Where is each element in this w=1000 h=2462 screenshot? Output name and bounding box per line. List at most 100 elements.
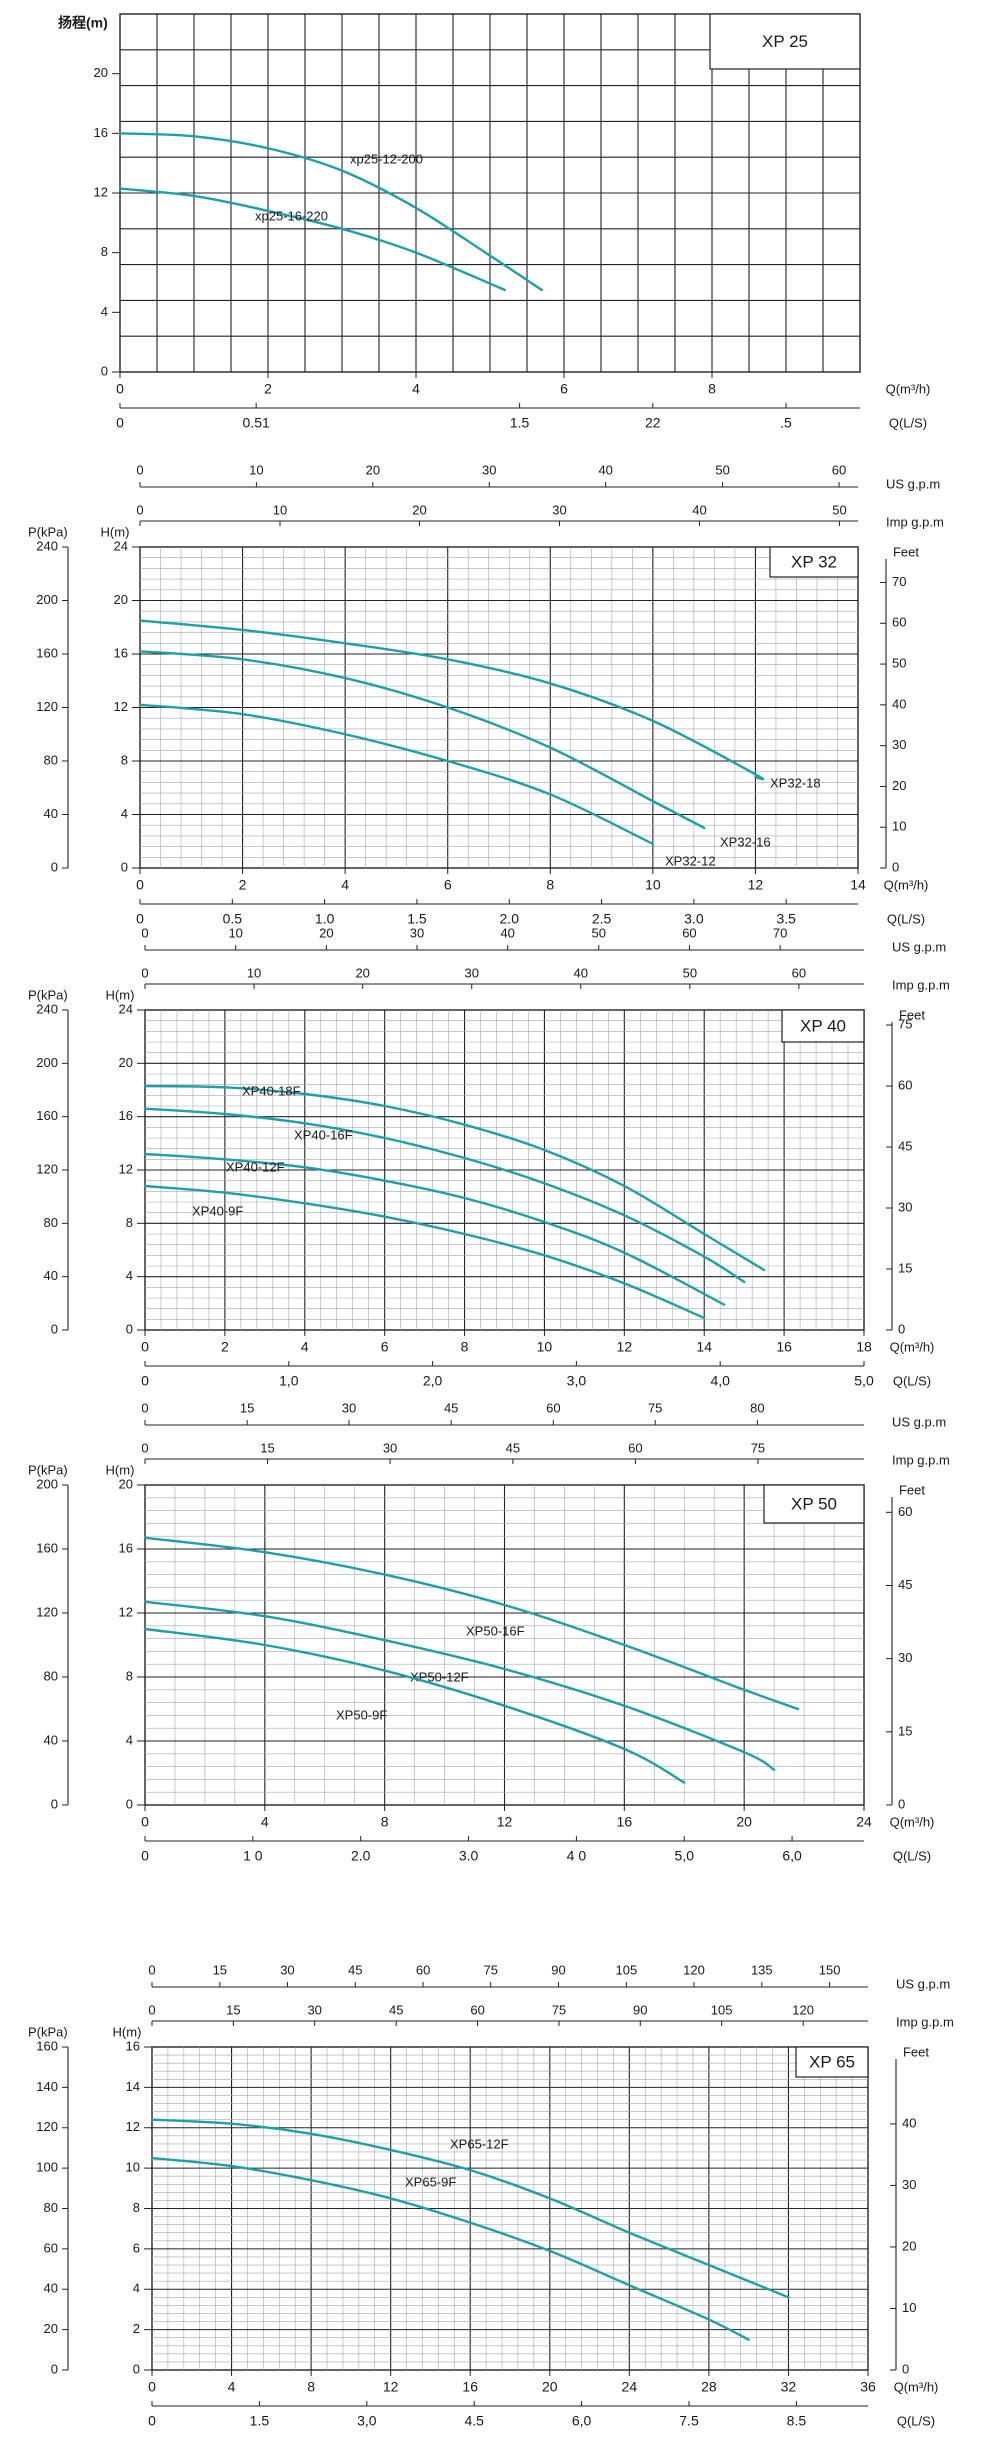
kpa-axis-label: P(kPa)	[28, 1462, 68, 1477]
kpa-tick-label: 80	[44, 2200, 58, 2215]
us-gpm-tick-label: 75	[483, 1962, 497, 1977]
x-tick-label: 0	[136, 877, 144, 893]
feet-axis-label: Feet	[893, 544, 919, 559]
feet-tick-label: 0	[892, 859, 899, 874]
x-tick-label: 14	[850, 877, 866, 893]
feet-tick-label: 15	[898, 1723, 912, 1738]
y-tick-label: 24	[119, 1001, 133, 1016]
imp-gpm-tick-label: 45	[389, 2002, 403, 2017]
y-tick-label: 6	[133, 2240, 140, 2255]
imp-gpm-tick-label: 10	[273, 502, 287, 517]
feet-tick-label: 20	[892, 778, 906, 793]
ls-tick-label: 1.5	[407, 911, 427, 927]
x-tick-label: 24	[856, 1814, 872, 1830]
imp-gpm-tick-label: 105	[711, 2002, 733, 2017]
imp-gpm-axis-label: Imp g.p.m	[886, 514, 944, 529]
y-tick-label: 8	[101, 244, 108, 259]
curve-XP32-18	[138, 619, 765, 781]
y-tick-label: 20	[119, 1476, 133, 1491]
kpa-axis-label: P(kPa)	[28, 524, 68, 539]
ls-tick-label: 8.5	[787, 2413, 807, 2429]
x-tick-label: 8	[307, 2379, 315, 2395]
curve-XP65-9F	[150, 2156, 750, 2341]
curve-label: XP40-16F	[294, 1127, 353, 1142]
title-box	[795, 2046, 869, 2078]
curve-XP50-9F	[143, 1627, 686, 1784]
imp-gpm-tick-label: 120	[792, 2002, 814, 2017]
curve-label: XP32-18	[770, 775, 821, 790]
y-tick-label: 8	[126, 1215, 133, 1230]
us-gpm-tick-label: 90	[551, 1962, 565, 1977]
us-gpm-tick-label: 0	[136, 462, 143, 477]
us-gpm-tick-label: 30	[280, 1962, 294, 1977]
curve-label: XP40-9F	[192, 1203, 243, 1218]
ls-tick-label: 0	[141, 1848, 149, 1864]
kpa-tick-label: 120	[36, 1161, 58, 1176]
y-tick-label: 16	[94, 125, 108, 140]
feet-axis-label: Feet	[899, 1007, 925, 1022]
y-tick-label: 20	[94, 65, 108, 80]
us-gpm-tick-label: 20	[366, 462, 380, 477]
x-tick-label: 32	[781, 2379, 797, 2395]
x-tick-label: 12	[497, 1814, 513, 1830]
us-gpm-tick-label: 60	[416, 1962, 430, 1977]
imp-gpm-tick-label: 15	[260, 1440, 274, 1455]
us-gpm-tick-label: 120	[683, 1962, 705, 1977]
us-gpm-tick-label: 15	[240, 1400, 254, 1415]
us-gpm-tick-label: 30	[342, 1400, 356, 1415]
kpa-tick-label: 160	[36, 1540, 58, 1555]
feet-tick-label: 30	[898, 1650, 912, 1665]
us-gpm-axis-label: US g.p.m	[896, 1976, 950, 1991]
curve-XP50-12F	[143, 1600, 776, 1771]
x-tick-label: 8	[708, 381, 716, 397]
y-tick-label: 12	[119, 1161, 133, 1176]
curve-XP40-9F	[143, 1184, 706, 1320]
ls-tick-label: 0	[116, 415, 124, 431]
ls-axis-label: Q(L/S)	[887, 911, 925, 926]
y-tick-label: 12	[114, 699, 128, 714]
ls-tick-label: 4 0	[567, 1848, 587, 1864]
curve-xp25-16-220	[118, 187, 506, 292]
x-tick-label: 2	[239, 877, 247, 893]
x-tick-label: 16	[776, 1339, 792, 1355]
imp-gpm-tick-label: 20	[412, 502, 426, 517]
ls-tick-label: 0	[148, 2413, 156, 2429]
kpa-tick-label: 40	[44, 806, 58, 821]
chart-xp32: XP 3204812162024H(m)04080120160200240P(k…	[28, 462, 944, 926]
ls-tick-label: 3.5	[776, 911, 796, 927]
y-tick-label: 16	[119, 1540, 133, 1555]
curve-XP40-12F	[143, 1152, 726, 1306]
imp-gpm-tick-label: 0	[141, 965, 148, 980]
curve-label: XP50-16F	[466, 1623, 525, 1638]
curve-label: XP50-9F	[336, 1707, 387, 1722]
ls-tick-label: 4,0	[710, 1373, 730, 1389]
kpa-tick-label: 40	[44, 2281, 58, 2296]
y-tick-label: 16	[119, 1108, 133, 1123]
feet-tick-label: 0	[898, 1796, 905, 1811]
y-tick-label: 4	[133, 2281, 140, 2296]
y-axis-label: H(m)	[101, 524, 130, 539]
ls-tick-label: 4.5	[464, 2413, 484, 2429]
feet-tick-label: 0	[898, 1321, 905, 1336]
imp-gpm-tick-label: 30	[465, 965, 479, 980]
feet-tick-label: 15	[898, 1260, 912, 1275]
us-gpm-axis-label: US g.p.m	[892, 939, 946, 954]
ls-tick-label: 2.5	[592, 911, 612, 927]
feet-tick-label: 40	[892, 696, 906, 711]
y-tick-label: 24	[114, 538, 128, 553]
curve-XP32-12	[138, 703, 655, 846]
ls-tick-label: 5,0	[854, 1373, 874, 1389]
us-gpm-tick-label: 50	[715, 462, 729, 477]
imp-gpm-tick-label: 60	[628, 1440, 642, 1455]
x-tick-label: 24	[622, 2379, 638, 2395]
chart-title: XP 32	[791, 552, 837, 571]
feet-axis-label: Feet	[899, 1482, 925, 1497]
ls-tick-label: 2.0	[500, 911, 520, 927]
imp-gpm-axis-label: Imp g.p.m	[896, 2014, 954, 2029]
x-tick-label: 0	[116, 381, 124, 397]
us-gpm-tick-label: 0	[141, 1400, 148, 1415]
us-gpm-tick-label: 20	[319, 925, 333, 940]
kpa-tick-label: 200	[36, 1055, 58, 1070]
kpa-tick-label: 40	[44, 1732, 58, 1747]
ls-tick-label: 5,0	[675, 1848, 695, 1864]
